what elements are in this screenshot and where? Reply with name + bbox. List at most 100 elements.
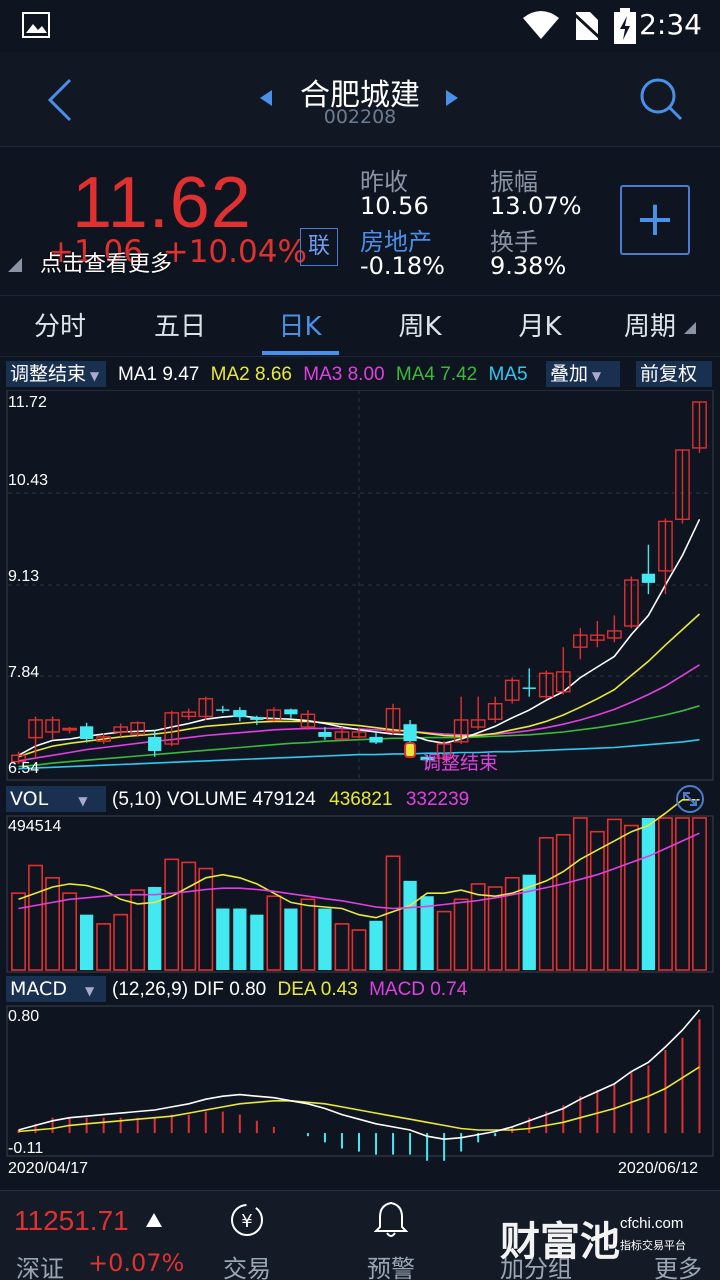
candle-body (641, 573, 656, 583)
prev-stock-icon[interactable] (258, 88, 274, 108)
tab-weekly-k[interactable]: 周K (398, 312, 442, 342)
volume-indicator-dropdown[interactable]: VOL ▼ (6, 786, 106, 812)
candle-body (504, 679, 520, 701)
volume-bar (250, 914, 264, 970)
price-axis-top: 11.72 (8, 394, 47, 411)
macd-panel-frame (6, 1005, 714, 1157)
nav-alert[interactable]: 预警 (367, 1255, 415, 1280)
volume-bar (62, 892, 78, 971)
no-sim-icon (574, 12, 600, 40)
nav-trade[interactable]: 交易 (223, 1255, 271, 1280)
tab-five-day[interactable]: 五日 (153, 312, 206, 342)
next-stock-icon[interactable] (444, 88, 460, 108)
stock-code: 002208 (323, 106, 397, 128)
volume-bar (266, 895, 282, 971)
candle-body (164, 712, 180, 745)
volume-bar (641, 818, 656, 970)
price-axis-4: 7.84 (8, 664, 40, 681)
tab-daily-k[interactable]: 日K (278, 312, 322, 342)
sector-change: -0.18% (360, 252, 445, 280)
prev-close-value: 10.56 (360, 192, 429, 220)
period-dropdown-icon (684, 322, 696, 334)
candle-body (79, 726, 94, 740)
prev-close-label: 昨收 (360, 168, 408, 196)
volume-bar (233, 908, 247, 970)
watermark-sub: 指标交易平台 (620, 1239, 686, 1252)
volume-bar (522, 874, 536, 970)
tab-monthly-k[interactable]: 月K (518, 312, 562, 342)
nav-more[interactable]: 更多 (654, 1255, 702, 1280)
macd-indicator-dropdown[interactable]: MACD ▼ (6, 976, 106, 1002)
overlay-dropdown[interactable]: 叠加 ▼ (546, 361, 620, 387)
index-name: 深证 (16, 1255, 64, 1280)
volume-bar (369, 920, 383, 970)
corner-triangle-icon (8, 258, 22, 272)
tab-intraday[interactable]: 分时 (33, 312, 86, 342)
back-icon[interactable] (44, 78, 74, 122)
candle-body (590, 634, 605, 641)
clock: 2:34 (639, 8, 702, 41)
dea-line (18, 1066, 700, 1133)
volume-bar (284, 908, 298, 970)
candle-body (284, 709, 298, 715)
active-tab-indicator (262, 351, 339, 355)
candle-body (45, 719, 60, 733)
volume-bar (453, 898, 469, 971)
adjust-end-marker: 调整结束 (422, 752, 499, 774)
stock-title: 合肥城建 (300, 78, 420, 113)
bell-icon[interactable] (374, 1199, 408, 1239)
ma-legend: 调整结束 ▼ MA1 9.47 MA2 8.66 MA3 8.00 MA4 7.… (0, 358, 720, 390)
volume-bar (181, 861, 197, 971)
candle-body (572, 634, 588, 648)
sector-link[interactable]: 房地产 (360, 228, 432, 256)
more-hint[interactable]: 点击查看更多 (40, 252, 173, 277)
search-icon[interactable] (638, 76, 684, 122)
ma-values: MA1 9.47 MA2 8.66 MA3 8.00 MA4 7.42 MA5 (118, 364, 528, 385)
kline-chart[interactable] (0, 390, 720, 1190)
candle-body (96, 736, 111, 742)
volume-bar (403, 880, 417, 970)
index-value[interactable]: 11251.71 (14, 1205, 129, 1236)
nav-add-group[interactable]: 加分组 (500, 1255, 572, 1280)
dif-line (18, 1009, 701, 1141)
candle-body (658, 520, 673, 572)
volume-bar (28, 864, 43, 971)
candle-body (318, 731, 332, 737)
volume-bar (216, 908, 230, 970)
candle-body (351, 731, 367, 738)
period-tabs: 分时 五日 日K 周K 月K 周期 (0, 295, 720, 357)
volume-bar (164, 858, 180, 971)
volume-bar (79, 914, 94, 970)
linked-button[interactable]: 联 (300, 228, 338, 266)
candle-body (233, 710, 247, 718)
gallery-icon (22, 12, 50, 38)
volume-bar (148, 887, 162, 970)
adjust-dropdown[interactable]: 调整结束 ▼ (6, 361, 106, 387)
expand-icon[interactable] (674, 784, 706, 814)
turnover-value: 9.38% (490, 252, 567, 280)
trade-icon[interactable]: ¥ (228, 1201, 266, 1239)
wifi-icon (523, 11, 559, 39)
candle-body (487, 703, 503, 720)
candle-body (62, 727, 77, 731)
tab-period[interactable]: 周期 (623, 312, 676, 342)
vol_ma10-line (18, 832, 700, 910)
volume-bar (96, 923, 112, 971)
adjust-end-icon (404, 742, 417, 759)
status-bar: 2:34 (0, 0, 720, 52)
volume-bar (555, 833, 571, 971)
candle-body (555, 671, 571, 693)
date-end: 2020/06/12 (618, 1160, 699, 1177)
adjust-type-button[interactable]: 前复权 (636, 361, 712, 387)
candle-body (198, 698, 214, 718)
add-watchlist-button[interactable]: + (620, 185, 690, 255)
volume-panel-frame (6, 815, 714, 973)
candle-body (692, 401, 707, 449)
battery-charging-icon (614, 8, 636, 44)
bottom-bar: 11251.71 深证 +0.07% ¥ 交易 预警 加分组 更多 财富池 cf… (0, 1190, 720, 1280)
volume-bar (623, 824, 639, 971)
candle-body (369, 736, 383, 743)
amplitude-label: 振幅 (490, 168, 538, 196)
candle-body (250, 717, 264, 720)
ma5-line (18, 738, 700, 770)
